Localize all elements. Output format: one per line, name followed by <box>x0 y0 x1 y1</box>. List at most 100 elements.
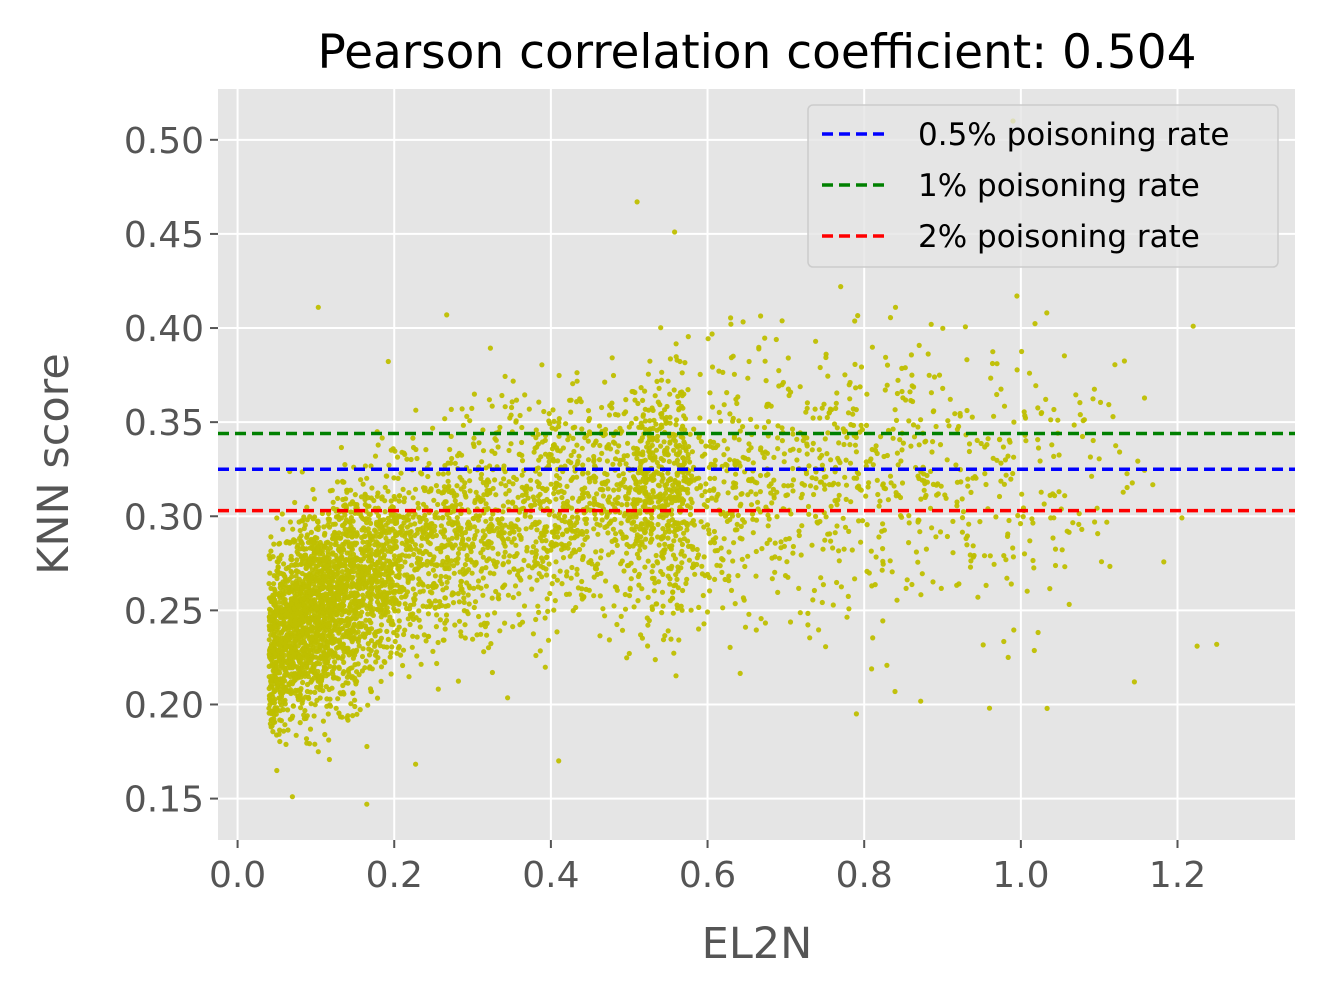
scatter-point <box>272 597 278 603</box>
scatter-point <box>945 418 951 424</box>
scatter-point <box>603 578 609 584</box>
scatter-point <box>649 536 655 542</box>
scatter-point <box>396 618 402 624</box>
scatter-point <box>402 627 408 633</box>
scatter-point <box>440 471 446 477</box>
scatter-point <box>406 490 412 496</box>
scatter-point <box>383 522 389 528</box>
scatter-point <box>675 400 681 406</box>
scatter-point <box>990 349 996 355</box>
scatter-point <box>639 541 645 547</box>
scatter-point <box>650 407 656 413</box>
scatter-point <box>426 571 432 577</box>
scatter-point <box>1000 444 1007 450</box>
scatter-point <box>556 420 562 426</box>
scatter-point <box>924 479 931 485</box>
scatter-point <box>1112 362 1118 368</box>
scatter-point <box>291 589 297 595</box>
scatter-point <box>794 457 800 463</box>
scatter-point <box>681 536 688 542</box>
scatter-point <box>315 518 321 524</box>
scatter-point <box>691 564 697 570</box>
scatter-point <box>679 607 685 613</box>
scatter-point <box>290 679 296 685</box>
scatter-point <box>281 561 287 567</box>
scatter-point <box>290 703 296 709</box>
scatter-point <box>822 537 828 543</box>
scatter-point <box>645 371 652 377</box>
scatter-point <box>933 423 939 430</box>
scatter-point <box>342 576 348 582</box>
scatter-point <box>574 370 580 376</box>
scatter-point <box>755 499 761 505</box>
scatter-point <box>860 518 866 524</box>
scatter-point <box>591 453 597 460</box>
scatter-point <box>358 547 364 553</box>
scatter-point <box>599 404 605 411</box>
scatter-point <box>301 525 307 532</box>
scatter-point <box>1010 470 1016 477</box>
scatter-point <box>544 572 550 578</box>
scatter-point <box>326 650 332 656</box>
scatter-point <box>656 483 663 489</box>
scatter-point <box>410 586 416 592</box>
scatter-point <box>863 422 870 428</box>
scatter-point <box>787 619 794 625</box>
scatter-point <box>694 546 700 553</box>
scatter-point <box>676 406 682 412</box>
scatter-point <box>643 479 649 486</box>
scatter-point <box>290 713 296 719</box>
scatter-point <box>624 563 631 569</box>
scatter-point <box>954 503 960 509</box>
scatter-point <box>470 515 476 522</box>
scatter-point <box>697 415 703 421</box>
scatter-point <box>429 561 435 567</box>
scatter-point <box>449 455 455 462</box>
scatter-point <box>647 418 653 424</box>
scatter-point <box>899 480 906 486</box>
scatter-point <box>362 602 368 608</box>
scatter-point <box>908 352 915 358</box>
scatter-point <box>933 534 939 540</box>
scatter-point <box>1001 638 1007 645</box>
scatter-point <box>334 571 340 577</box>
scatter-point <box>562 519 568 525</box>
scatter-point <box>534 520 540 527</box>
scatter-point <box>586 429 593 435</box>
scatter-point <box>378 678 384 685</box>
scatter-point <box>938 585 944 592</box>
scatter-point <box>438 573 444 580</box>
scatter-point <box>834 502 840 508</box>
scatter-point <box>575 585 582 591</box>
scatter-point <box>766 401 772 407</box>
scatter-point <box>621 568 627 574</box>
scatter-point <box>623 397 629 403</box>
scatter-point <box>312 604 318 610</box>
scatter-point <box>550 407 556 413</box>
scatter-point <box>433 509 439 516</box>
scatter-point <box>899 365 905 371</box>
scatter-point <box>596 423 603 429</box>
scatter-point <box>745 375 751 381</box>
scatter-point <box>571 547 577 553</box>
scatter-point <box>731 435 738 441</box>
scatter-point <box>648 473 654 479</box>
scatter-point <box>650 563 656 569</box>
scatter-point <box>677 537 683 543</box>
scatter-point <box>924 472 930 479</box>
scatter-point <box>369 666 375 672</box>
scatter-point <box>931 408 937 414</box>
scatter-point <box>582 485 588 491</box>
scatter-point <box>679 541 686 548</box>
scatter-point <box>340 479 346 485</box>
scatter-point <box>454 515 460 521</box>
scatter-point <box>405 517 412 523</box>
scatter-point <box>1092 519 1098 525</box>
scatter-point <box>509 399 515 405</box>
scatter-point <box>381 589 387 595</box>
scatter-point <box>677 449 683 455</box>
scatter-point <box>642 490 648 496</box>
scatter-point <box>403 592 409 599</box>
scatter-point <box>766 516 772 522</box>
scatter-point <box>806 463 812 469</box>
